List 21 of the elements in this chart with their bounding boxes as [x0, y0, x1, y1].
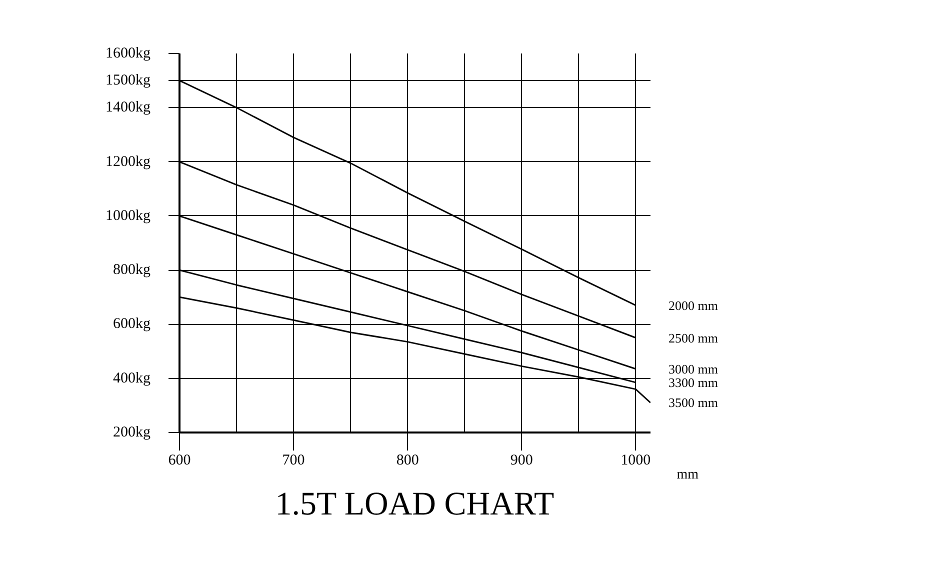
y-tick-label: 1200kg	[106, 154, 151, 170]
text: 1.5T LOAD CHART	[275, 486, 554, 522]
x-axis-title: mm	[676, 468, 699, 482]
y-tick-label: 400kg	[113, 370, 151, 386]
y-tick-label: 1000kg	[106, 208, 151, 224]
y-tick-label: 1600kg	[106, 46, 151, 62]
y-tick-label: 200kg	[113, 424, 151, 440]
text: 3300 mm	[668, 374, 718, 390]
y-tick-label: 600kg	[113, 316, 151, 332]
text: 2000 mm	[668, 298, 718, 313]
text: 3000 mm	[668, 361, 718, 376]
x-tick-label: 600	[168, 452, 191, 468]
text: 2500 mm	[668, 330, 718, 346]
x-tick-label: 700	[282, 452, 305, 468]
y-tick-label: 800kg	[113, 262, 151, 278]
series-label: 3500 mm	[668, 395, 718, 410]
x-tick-label: 900	[510, 452, 533, 468]
x-tick-label: 1000	[620, 452, 651, 468]
x-tick-label: 800	[396, 452, 419, 468]
y-tick-label: 1500kg	[106, 72, 151, 89]
y-tick-label: 1400kg	[106, 100, 151, 116]
